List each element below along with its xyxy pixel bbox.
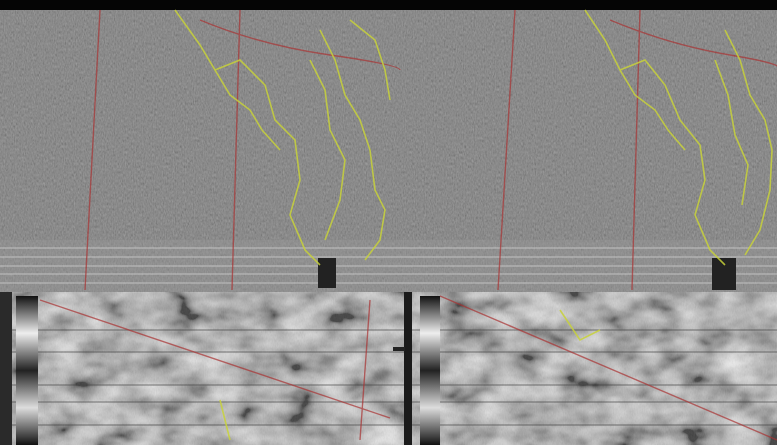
- telemetry-bar: [420, 296, 440, 445]
- marker: [712, 258, 736, 290]
- page: [0, 0, 777, 445]
- lower-region: [0, 292, 777, 445]
- top-strip: [0, 0, 777, 10]
- telemetry-bar: [16, 296, 38, 445]
- marker: [318, 258, 336, 288]
- upper-region: [0, 10, 777, 292]
- satellite-image: [0, 0, 777, 445]
